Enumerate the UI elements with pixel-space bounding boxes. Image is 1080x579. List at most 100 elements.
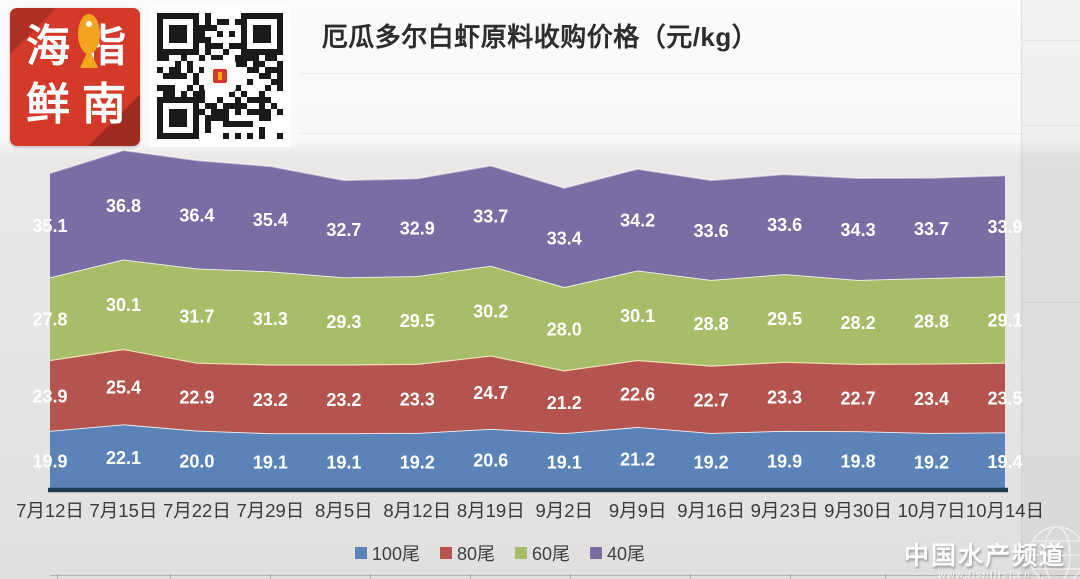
table-tick [170,574,171,579]
data-label-60尾: 31.3 [253,309,288,329]
x-tick-label: 9月16日 [677,500,745,521]
table-tick [690,574,691,579]
data-label-100尾: 19.8 [841,452,876,472]
data-label-40尾: 36.8 [106,196,141,216]
data-label-60尾: 28.0 [547,320,582,340]
data-label-40尾: 34.3 [841,220,876,240]
table-tick [885,574,886,579]
data-label-100尾: 20.6 [473,450,508,470]
legend-swatch [439,547,452,559]
data-label-100尾: 19.1 [547,453,582,473]
divider [300,133,1022,134]
x-tick-label: 7月22日 [163,500,231,521]
watermark-url: www.fishfirst.cn [938,570,1032,579]
brand-logo: 海鲜 指南 [10,8,140,146]
data-label-60尾: 30.1 [620,306,655,326]
table-tick [570,574,571,579]
data-label-40尾: 34.2 [620,211,655,231]
legend-label: 40尾 [607,544,646,564]
data-label-80尾: 23.4 [914,389,949,409]
data-label-40尾: 35.1 [32,216,67,236]
data-label-40尾: 33.6 [767,215,802,235]
legend-item-80尾: 80尾 [439,540,495,566]
data-label-100尾: 19.2 [914,452,949,472]
x-tick-label: 10月7日 [898,500,966,521]
data-label-100尾: 20.0 [179,451,214,471]
page-margin-band [1021,0,1080,579]
data-label-100尾: 21.2 [620,450,655,470]
data-label-100尾: 19.1 [253,453,288,473]
data-label-100尾: 19.1 [326,453,361,473]
table-tick [270,574,271,579]
logo-char: 海鲜 [26,22,70,129]
data-label-80尾: 23.5 [987,388,1022,408]
data-label-80尾: 23.3 [400,389,435,409]
divider [300,73,1022,74]
qr-code [149,5,291,147]
chart-title: 厄瓜多尔白虾原料收购价格（元/kg） [321,22,759,52]
data-label-80尾: 23.3 [767,387,802,407]
legend-item-100尾: 100尾 [354,540,420,566]
area-40尾 [50,150,1005,288]
data-label-60尾: 29.3 [326,312,361,332]
data-label-40尾: 32.7 [326,220,361,240]
area-edge [49,149,1006,189]
area-60尾 [50,259,1005,371]
table-tick [370,574,371,579]
globe-icon [1028,526,1080,579]
table-tick [960,574,961,579]
legend-label: 60尾 [532,544,571,564]
area-80尾 [50,348,1005,434]
data-label-100尾: 19.4 [987,452,1022,472]
data-label-40尾: 32.9 [400,218,435,238]
area-100尾 [50,424,1005,490]
data-label-60尾: 29.5 [400,311,435,331]
legend-swatch [590,547,603,559]
legend-item-40尾: 40尾 [590,540,645,566]
data-label-80尾: 22.9 [179,388,214,408]
table-tick [470,574,471,579]
data-label-40尾: 36.4 [179,205,214,225]
table-tick [1040,574,1041,579]
data-label-40尾: 33.4 [547,229,582,249]
data-label-60尾: 29.5 [767,309,802,329]
x-tick-label: 7月29日 [236,500,304,521]
x-tick-label: 7月12日 [16,500,84,521]
data-label-60尾: 29.1 [987,310,1022,330]
data-label-60尾: 30.2 [473,302,508,322]
x-tick-label: 8月19日 [457,500,525,521]
data-label-40尾: 35.4 [253,210,288,230]
legend-item-60尾: 60尾 [515,540,570,566]
table-tick [57,574,58,579]
legend-swatch [354,547,367,559]
data-label-60尾: 28.8 [694,314,729,334]
watermark-title: 中国水产频道 [903,542,1066,570]
table-rule [50,575,1080,576]
data-label-80尾: 23.2 [253,390,288,410]
legend-swatch [515,547,527,559]
data-label-80尾: 24.7 [473,383,508,403]
data-label-100尾: 19.2 [694,452,729,472]
data-label-60尾: 28.2 [841,313,876,333]
data-label-80尾: 23.2 [326,390,361,410]
data-label-60尾: 30.1 [106,295,141,315]
legend-label: 100尾 [371,544,420,564]
x-tick-label: 9月30日 [824,500,892,521]
x-tick-label: 9月9日 [609,500,667,521]
x-tick-label: 10月14日 [966,500,1044,521]
data-label-100尾: 22.1 [106,448,141,468]
x-tick-label: 9月23日 [751,500,819,521]
data-label-60尾: 28.8 [914,312,949,332]
data-label-80尾: 22.6 [620,384,655,404]
data-label-40尾: 33.9 [987,217,1022,237]
data-label-60尾: 31.7 [179,307,214,327]
fish-icon [78,14,100,68]
data-label-100尾: 19.9 [32,451,67,471]
x-tick-label: 8月5日 [315,500,373,521]
data-label-100尾: 19.2 [400,452,435,472]
data-label-80尾: 25.4 [106,378,141,398]
data-label-40尾: 33.7 [914,219,949,239]
x-tick-label: 7月15日 [90,500,158,521]
